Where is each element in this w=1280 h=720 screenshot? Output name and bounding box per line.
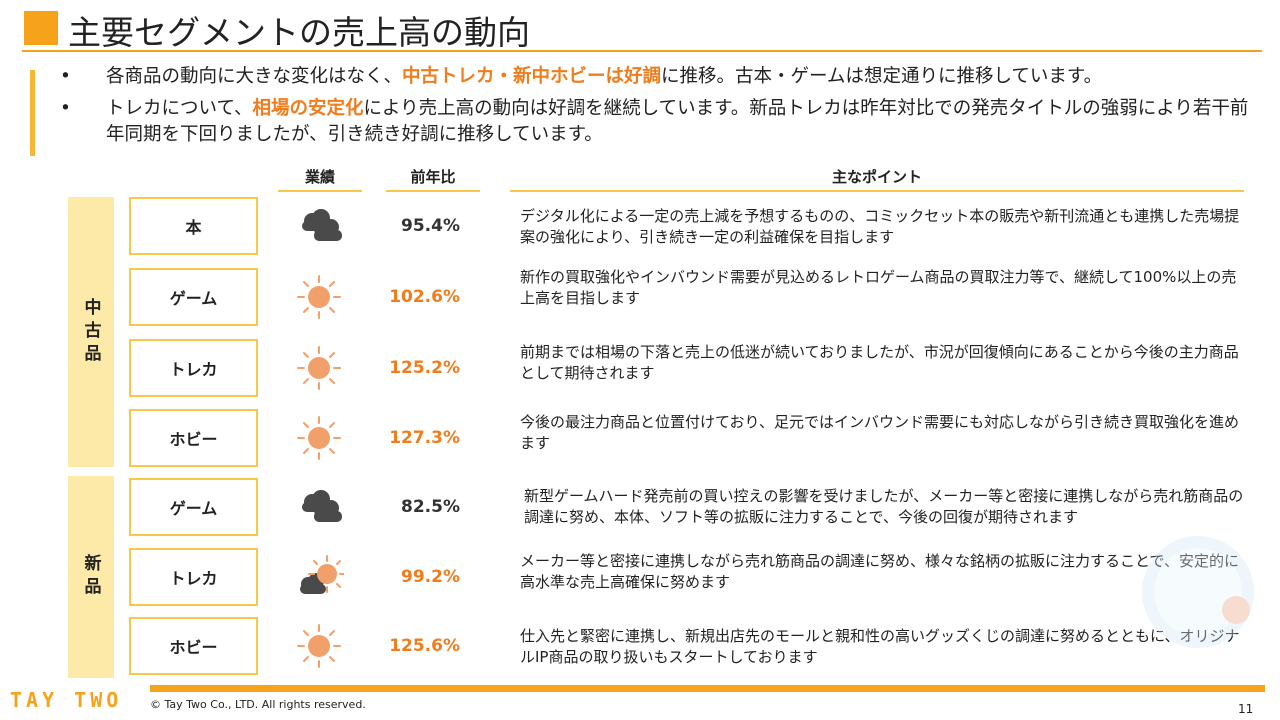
header-points: 主なポイント: [510, 166, 1244, 192]
group-label-new: 新品: [68, 476, 114, 678]
summary-bullets: • 各商品の動向に大きな変化はなく、中古トレカ・新中ホビーは好調に推移。古本・ゲ…: [60, 64, 1260, 154]
bullet-highlight: 中古トレカ・新中ホビーは好調: [402, 66, 662, 87]
category-box: ゲーム: [129, 268, 258, 326]
title-marker: [24, 11, 58, 45]
title-underline: [22, 50, 1262, 52]
point-text: 仕入先と緊密に連携し、新規出店先のモールと親和性の高いグッズくじの調達に努めると…: [520, 627, 1240, 666]
sunny-icon: [297, 346, 341, 390]
bullet-dot: •: [60, 66, 71, 87]
bullet-text: に推移。古本・ゲームは想定通りに推移しています。: [661, 66, 1103, 87]
point-text: 今後の最注力商品と位置付けており、足元ではインバウンド需要にも対応しながら引き続…: [520, 413, 1239, 452]
category-box: 本: [129, 197, 258, 255]
yoy-value: 82.5%: [401, 497, 460, 517]
point-text: 新作の買取強化やインバウンド需要が見込めるレトロゲーム商品の買取注力等で、継続し…: [520, 268, 1237, 307]
bullet-2: • トレカについて、相場の安定化により売上高の動向は好調を継続しています。新品ト…: [60, 96, 1260, 148]
yoy-value: 125.2%: [389, 358, 460, 378]
group-label-text: 新品: [80, 554, 101, 600]
category-box: トレカ: [129, 548, 258, 606]
point-text: 前期までは相場の下落と売上の低迷が続いておりましたが、市況が回復傾向にあることか…: [520, 343, 1239, 382]
bullet-highlight: 相場の安定化: [252, 98, 364, 119]
footer-bar: [150, 685, 1265, 692]
header-performance: 業績: [278, 166, 362, 192]
yoy-value: 95.4%: [401, 216, 460, 236]
bullet-1: • 各商品の動向に大きな変化はなく、中古トレカ・新中ホビーは好調に推移。古本・ゲ…: [60, 64, 1260, 90]
bullets-accent-bar: [30, 70, 35, 156]
category-box: ゲーム: [129, 478, 258, 536]
yoy-value: 127.3%: [389, 428, 460, 448]
point-text: 新型ゲームハード発売前の買い控えの影響を受けましたが、メーカー等と密接に連携しな…: [524, 487, 1244, 526]
cloudy-icon: [302, 209, 342, 241]
sunny-icon: [297, 416, 341, 460]
point-text: デジタル化による一定の売上減を予想するものの、コミックセット本の販売や新刊流通と…: [520, 207, 1240, 246]
mascot-watermark: [1142, 536, 1254, 648]
page-number: 11: [1238, 702, 1254, 716]
sun-behind-cloud-icon: [300, 555, 344, 594]
category-box: ホビー: [129, 409, 258, 467]
bullet-dot: •: [60, 98, 71, 119]
group-label-text: 中古品: [80, 297, 101, 367]
cloudy-icon: [302, 490, 342, 522]
category-box: トレカ: [129, 339, 258, 397]
sunny-icon: [297, 275, 341, 319]
yoy-value: 125.6%: [389, 636, 460, 656]
header-yoy: 前年比: [386, 166, 480, 192]
page-title: 主要セグメントの売上高の動向: [68, 13, 530, 52]
category-box: ホビー: [129, 617, 258, 675]
bullet-text: トレカについて、: [106, 98, 253, 119]
yoy-value: 99.2%: [401, 567, 460, 587]
copyright: © Tay Two Co., LTD. All rights reserved.: [150, 698, 366, 711]
company-logo: TAY TWO: [10, 686, 132, 714]
yoy-value: 102.6%: [389, 287, 460, 307]
logo-text: TAY TWO: [10, 688, 123, 712]
bullet-text: 各商品の動向に大きな変化はなく、: [106, 66, 403, 87]
point-text: メーカー等と密接に連携しながら売れ筋商品の調達に努め、様々な銘柄の拡販に注力する…: [520, 552, 1239, 591]
bullet-text: により売上高の動向は好調を継続しています。新品トレカは昨年対比での発売タイトルの…: [106, 98, 1249, 145]
sunny-icon: [297, 624, 341, 668]
group-label-used: 中古品: [68, 197, 114, 467]
